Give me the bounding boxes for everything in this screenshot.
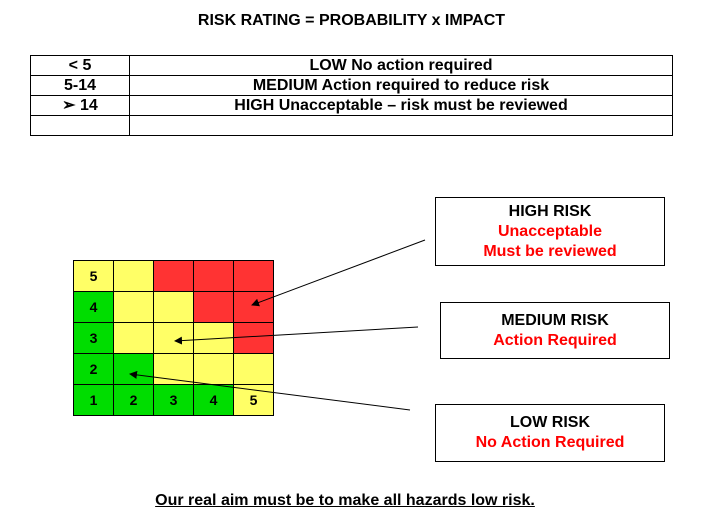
- matrix-cell: [154, 354, 194, 385]
- matrix-cell: 5: [74, 261, 114, 292]
- table-cell: HIGH Unacceptable – risk must be reviewe…: [129, 95, 673, 116]
- matrix-cell: [194, 261, 234, 292]
- matrix-cell: [234, 292, 274, 323]
- matrix-cell: [234, 354, 274, 385]
- medium-risk-box: MEDIUM RISK Action Required: [440, 302, 670, 359]
- box-heading: MEDIUM RISK: [501, 311, 609, 329]
- matrix-cell: 2: [74, 354, 114, 385]
- arrow: [251, 239, 426, 307]
- matrix-cell: 1: [74, 385, 114, 416]
- matrix-cell: 3: [154, 385, 194, 416]
- table-row: [30, 115, 673, 136]
- matrix-cell: [234, 261, 274, 292]
- matrix-cell: [154, 292, 194, 323]
- box-line: Unacceptable: [497, 222, 603, 240]
- table-cell: [129, 115, 673, 136]
- arrow: [174, 326, 419, 345]
- matrix-cell: 4: [74, 292, 114, 323]
- matrix-cell: [114, 323, 154, 354]
- matrix-cell: [114, 292, 154, 323]
- matrix-cell: [154, 323, 194, 354]
- matrix-cell: [194, 292, 234, 323]
- arrow: [129, 370, 411, 411]
- title: RISK RATING = PROBABILITY x IMPACT: [197, 12, 506, 29]
- box-heading: LOW RISK: [510, 414, 590, 431]
- matrix-cell: [154, 261, 194, 292]
- box-line: No Action Required: [475, 434, 625, 451]
- matrix-cell: [114, 354, 154, 385]
- matrix-cell: 4: [194, 385, 234, 416]
- table-cell: LOW No action required: [129, 55, 673, 76]
- high-risk-box: HIGH RISK Unacceptable Must be reviewed: [435, 197, 665, 266]
- box-line: Action Required: [493, 331, 617, 349]
- table-row: < 5 LOW No action required: [30, 55, 673, 76]
- box-line: Must be reviewed: [483, 242, 617, 260]
- rating-table: < 5 LOW No action required 5-14 MEDIUM Acti…: [30, 55, 673, 136]
- matrix-cell: 2: [114, 385, 154, 416]
- matrix-cell: [194, 354, 234, 385]
- matrix-cell: [114, 261, 154, 292]
- low-risk-box: LOW RISK No Action Required: [435, 404, 665, 462]
- footer: Our real aim must be to make all hazards…: [155, 492, 535, 509]
- table-row: ➢ 14 HIGH Unacceptable – risk must be rev…: [30, 95, 673, 116]
- matrix-cell: 3: [74, 323, 114, 354]
- matrix-cell: [234, 323, 274, 354]
- box-heading: HIGH RISK: [508, 202, 592, 220]
